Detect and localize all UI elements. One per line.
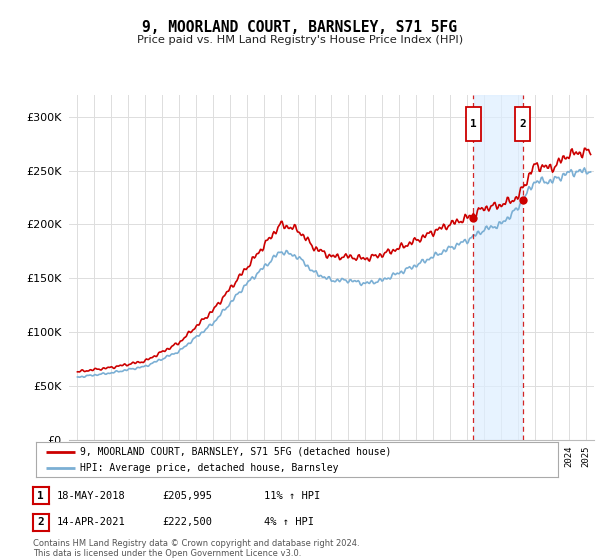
Text: HPI: Average price, detached house, Barnsley: HPI: Average price, detached house, Barn… bbox=[80, 464, 339, 473]
Text: 1: 1 bbox=[470, 119, 477, 129]
Text: £205,995: £205,995 bbox=[162, 491, 212, 501]
Text: 11% ↑ HPI: 11% ↑ HPI bbox=[264, 491, 320, 501]
Text: 2: 2 bbox=[37, 517, 44, 528]
Text: 9, MOORLAND COURT, BARNSLEY, S71 5FG: 9, MOORLAND COURT, BARNSLEY, S71 5FG bbox=[143, 20, 458, 35]
Text: Contains HM Land Registry data © Crown copyright and database right 2024.
This d: Contains HM Land Registry data © Crown c… bbox=[33, 539, 359, 558]
Text: 14-APR-2021: 14-APR-2021 bbox=[57, 517, 126, 528]
Text: 9, MOORLAND COURT, BARNSLEY, S71 5FG (detached house): 9, MOORLAND COURT, BARNSLEY, S71 5FG (de… bbox=[80, 447, 392, 457]
Text: 1: 1 bbox=[37, 491, 44, 501]
FancyBboxPatch shape bbox=[466, 107, 481, 142]
Text: £222,500: £222,500 bbox=[162, 517, 212, 528]
Text: 18-MAY-2018: 18-MAY-2018 bbox=[57, 491, 126, 501]
Text: 2: 2 bbox=[519, 119, 526, 129]
Text: Price paid vs. HM Land Registry's House Price Index (HPI): Price paid vs. HM Land Registry's House … bbox=[137, 35, 463, 45]
FancyBboxPatch shape bbox=[515, 107, 530, 142]
Text: 4% ↑ HPI: 4% ↑ HPI bbox=[264, 517, 314, 528]
